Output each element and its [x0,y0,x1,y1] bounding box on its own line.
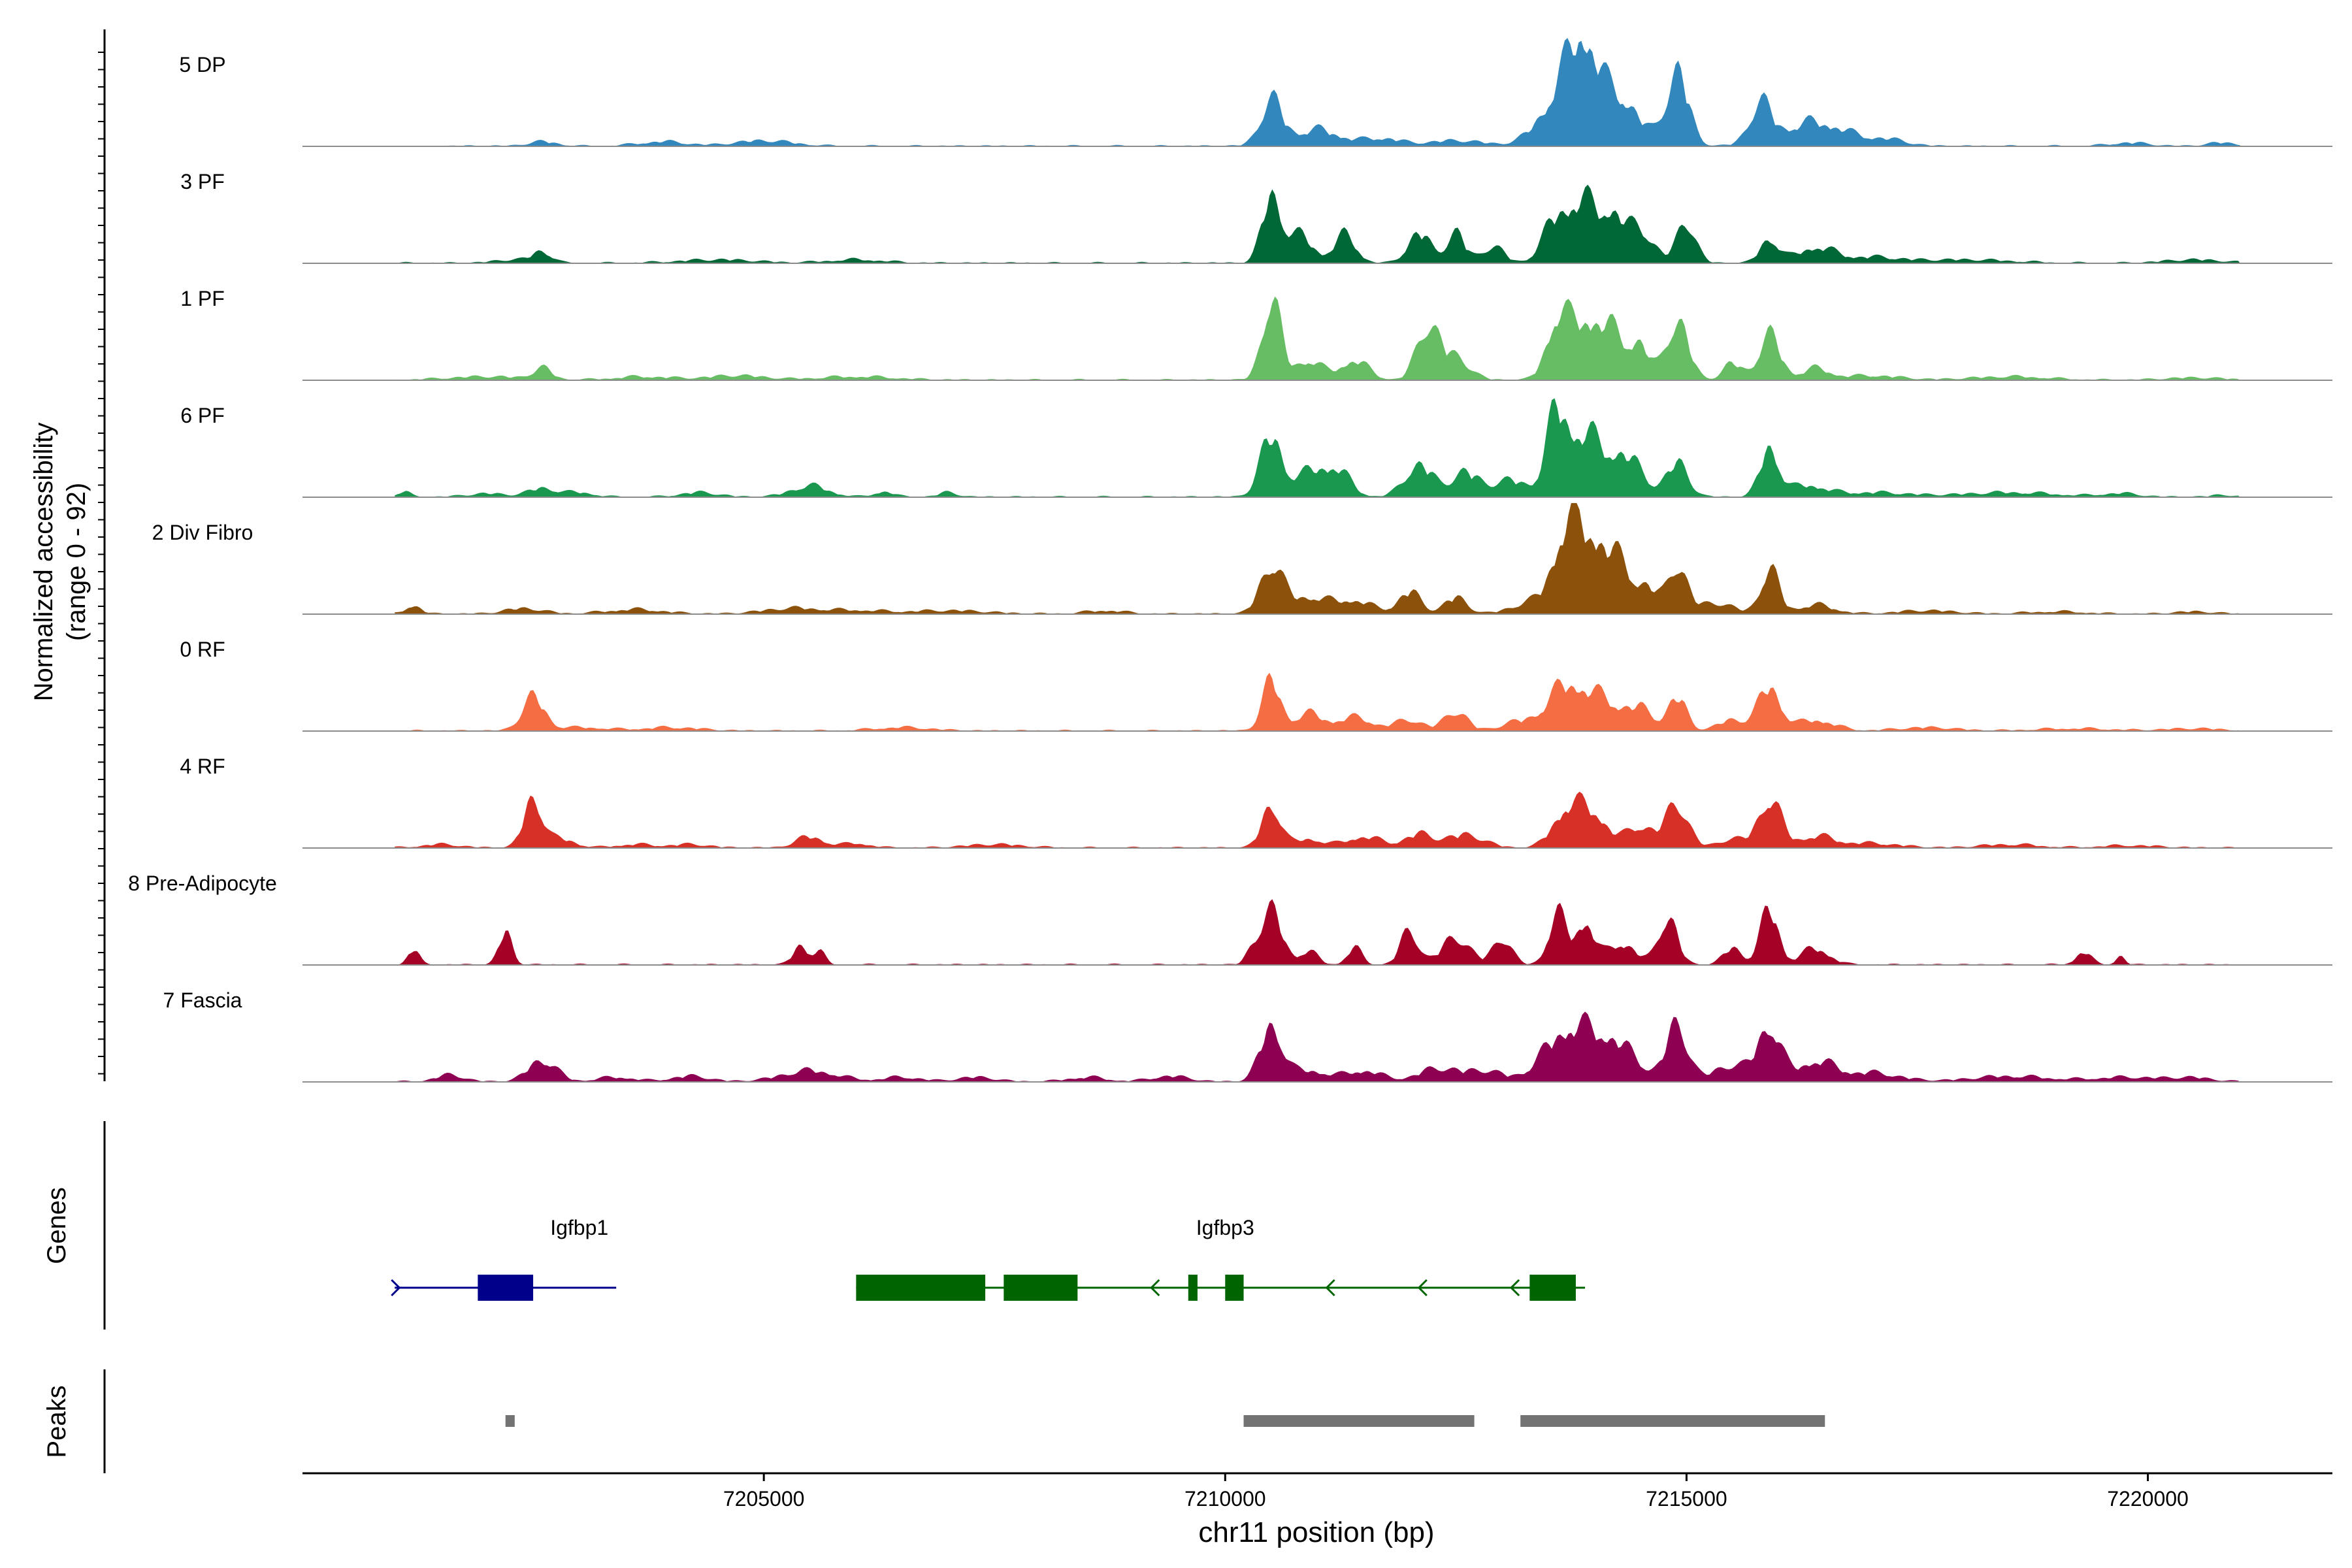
strand-arrow [1417,1279,1428,1297]
genes-track: Igfbp1 Igfbp3 [391,1216,1586,1301]
coverage-track: 3 PF [180,170,2332,264]
track-label: 4 RF [180,755,225,778]
y-axis-label-range: (range 0 - 92) [62,483,91,641]
peak-region [1243,1415,1475,1427]
x-axis: 7205000 7210000 7215000 7220000 [302,1472,2332,1511]
coverage-track: 7 Fascia [163,988,2332,1083]
track-label: 1 PF [180,287,225,310]
gene-exon [1529,1275,1576,1301]
gene-label: Igfbp1 [550,1216,608,1239]
peak-region [1520,1415,1825,1427]
coverage-area [395,791,2240,848]
peak-region [505,1415,515,1427]
coverage-track: 2 Div Fibro [152,503,2332,615]
coverage-track: 5 DP [179,38,2332,147]
coverage-area [440,38,2240,146]
x-axis-label: chr11 position (bp) [1198,1516,1434,1548]
coverage-area [395,672,2240,731]
coverage-area [395,296,2240,380]
coverage-area [395,899,2240,965]
track-label: 7 Fascia [163,988,242,1012]
track-label: 5 DP [179,53,225,76]
coverage-area [395,503,2240,614]
track-label: 6 PF [180,404,225,427]
strand-arrow [1325,1279,1335,1297]
gene-label: Igfbp3 [1196,1216,1254,1239]
coverage-track: 6 PF [180,398,2332,498]
x-tick-label: 7210000 [1184,1487,1266,1511]
coverage-track: 1 PF [180,287,2332,381]
coverage-track: 4 RF [180,755,2332,849]
gene-exon [478,1275,534,1301]
gene-exon [1188,1275,1198,1301]
track-label: 8 Pre-Adipocyte [128,872,277,895]
strand-arrow [391,1279,401,1297]
x-tick-label: 7220000 [2107,1487,2189,1511]
gene-exon [1004,1275,1078,1301]
strand-arrow [1150,1279,1160,1297]
track-label: 2 Div Fibro [152,521,253,544]
x-tick-label: 7205000 [723,1487,805,1511]
track-label: 3 PF [180,170,225,193]
gene-exon [1225,1275,1244,1301]
coverage-y-axis [98,29,106,1081]
peaks-track-label: Peaks [42,1385,71,1458]
coverage-tracks: 5 DP 3 PF 1 PF 6 PF 2 Div Fibro 0 RF 4 RF 8 Pre… [128,38,2332,1083]
coverage-area [395,398,2240,497]
coverage-track: 0 RF [180,638,2332,732]
genes-track-label: Genes [42,1187,71,1264]
coverage-track: 8 Pre-Adipocyte [128,872,2332,966]
coverage-area [395,184,2240,263]
gene-exon [856,1275,986,1301]
gene: Igfbp3 [856,1216,1586,1301]
coverage-area [395,1011,2240,1082]
gene: Igfbp1 [391,1216,617,1301]
strand-arrow [1509,1279,1520,1297]
peaks-track [505,1415,1825,1427]
y-axis-label: Normalized accessibility [29,423,58,702]
x-tick-label: 7215000 [1646,1487,1727,1511]
track-label: 0 RF [180,638,225,661]
